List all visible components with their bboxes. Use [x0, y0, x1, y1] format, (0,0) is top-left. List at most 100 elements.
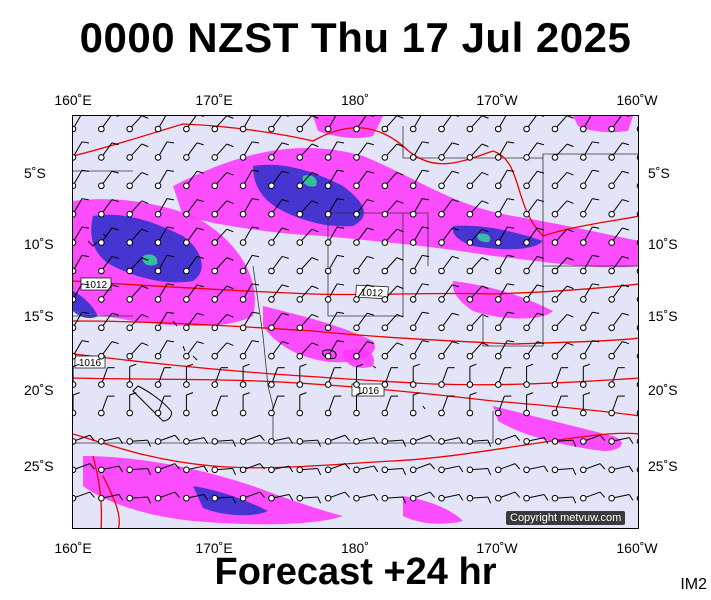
wind-barb	[580, 141, 600, 161]
wind-barb	[636, 467, 638, 473]
wind-barb	[296, 363, 307, 388]
wind-barb	[98, 284, 119, 303]
isobar-label-1016-center: 1016	[351, 383, 385, 397]
wind-barb	[523, 170, 545, 190]
wind-barb	[239, 392, 250, 417]
wind-barb	[494, 254, 515, 275]
wind-barb	[268, 465, 294, 474]
wind-barb	[580, 283, 600, 303]
wind-barb	[126, 285, 149, 303]
wind-barb	[409, 463, 435, 474]
wind-barb	[636, 239, 638, 246]
wind-barb	[409, 141, 430, 161]
wind-barb	[636, 438, 638, 445]
rain-area-heavy	[253, 164, 364, 227]
wind-barb	[126, 257, 149, 275]
wind-barb	[523, 465, 549, 474]
wind-barb	[409, 363, 420, 388]
wind-barb	[580, 491, 606, 502]
wind-barb	[580, 226, 600, 246]
lon-label-170w-bottom: 170˚W	[476, 540, 518, 556]
wind-barb	[551, 313, 574, 332]
wind-barb	[409, 392, 420, 417]
image-tag: IM2	[680, 576, 707, 593]
wind-barb	[409, 169, 430, 190]
wind-barb	[154, 463, 180, 474]
wind-barb	[608, 142, 630, 161]
lon-label-170w-top: 170˚W	[476, 92, 518, 108]
wind-barbs	[73, 116, 638, 504]
wind-barb	[466, 257, 489, 275]
wind-barb	[523, 284, 545, 303]
wind-barb	[523, 363, 534, 388]
wind-barb	[154, 169, 175, 190]
wind-barb	[211, 367, 228, 388]
rain-area-heavy	[452, 225, 543, 250]
wind-barb	[551, 116, 574, 133]
wind-barb	[523, 392, 534, 417]
wind-barb	[353, 437, 379, 445]
wind-barb	[438, 116, 459, 133]
wind-barb	[296, 313, 319, 332]
map-canvas: 1012 1012 1016 1016	[73, 116, 638, 528]
wind-barb	[353, 312, 374, 332]
wind-barb	[580, 311, 600, 332]
wind-barb	[98, 493, 124, 502]
wind-barb	[239, 116, 252, 133]
wind-barb	[438, 395, 455, 417]
lat-label-10s-left: 10˚S	[24, 236, 54, 252]
rain-area-heavy	[193, 486, 268, 516]
wind-barb	[381, 171, 404, 190]
wind-barb	[381, 367, 399, 388]
wind-barb	[353, 465, 379, 474]
wind-barb	[438, 227, 459, 246]
wind-barb	[438, 255, 459, 275]
wind-barb	[466, 466, 492, 476]
wind-barb	[438, 493, 464, 502]
wind-barb	[409, 254, 430, 275]
wind-barb	[466, 438, 492, 447]
rain-area-light	[263, 306, 375, 363]
wind-barb	[154, 116, 167, 133]
wind-barb	[494, 340, 515, 360]
wind-barb	[381, 342, 404, 360]
wind-barb	[268, 284, 289, 303]
rain-area-light	[83, 456, 343, 525]
wind-barb	[409, 198, 430, 218]
wind-barb	[523, 437, 549, 445]
wind-barb	[353, 341, 374, 360]
wind-barb	[494, 395, 512, 417]
wind-barb	[466, 363, 477, 388]
wind-barb	[381, 285, 404, 303]
wind-barb	[381, 466, 407, 476]
svg-text:1012: 1012	[361, 287, 384, 299]
wind-barb	[580, 254, 600, 275]
wind-barb	[98, 170, 119, 190]
rain-area-vheavy	[142, 254, 158, 266]
wind-barb	[523, 493, 549, 502]
wind-barb	[466, 200, 489, 218]
coastline	[87, 233, 426, 422]
wind-barb	[466, 143, 489, 161]
wind-barb	[438, 341, 459, 360]
wind-barb	[211, 395, 228, 417]
wind-barb	[268, 170, 289, 190]
wind-barb	[551, 367, 569, 388]
wind-barb	[409, 116, 422, 133]
wind-barb	[636, 353, 638, 359]
wind-barb	[324, 198, 345, 218]
wind-barb	[353, 284, 374, 303]
wind-barb	[154, 395, 172, 417]
wind-barb	[239, 463, 265, 474]
wind-barb	[73, 254, 89, 275]
lon-label-170e-top: 170˚E	[195, 92, 233, 108]
wind-barb	[466, 342, 489, 360]
wind-barb	[296, 257, 319, 275]
wind-barb	[353, 227, 374, 246]
wind-barb	[73, 392, 80, 417]
wind-barb	[239, 226, 260, 246]
wind-barb	[239, 169, 260, 190]
wind-barb	[381, 313, 404, 332]
wind-barb	[211, 466, 237, 476]
wind-barb	[494, 283, 515, 303]
